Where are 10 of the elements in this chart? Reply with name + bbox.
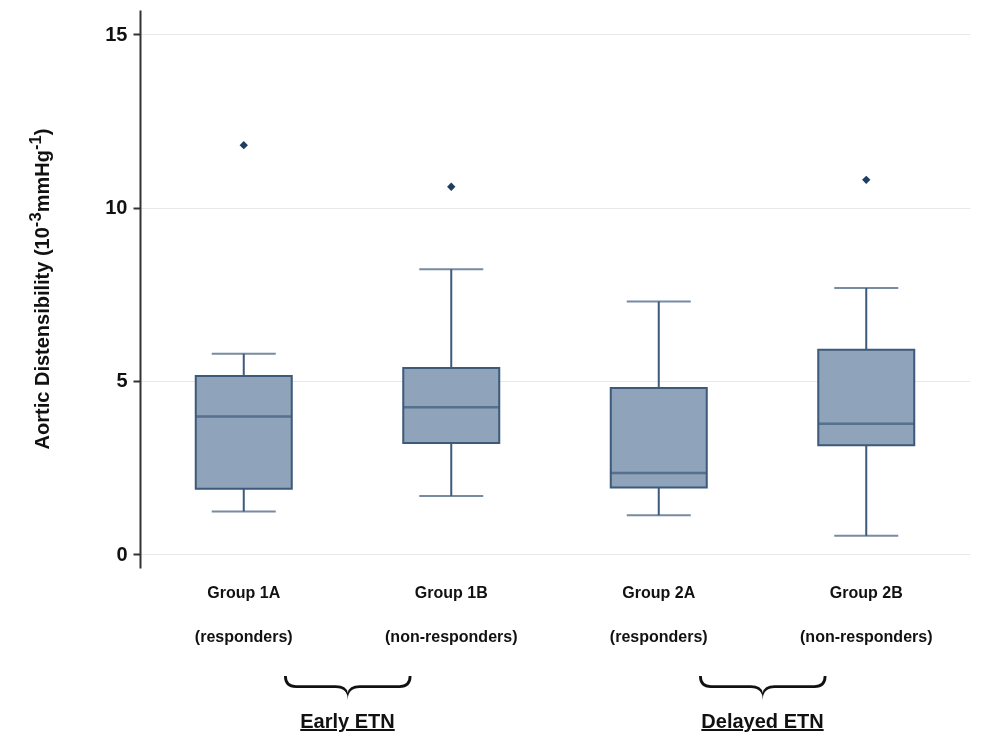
text: Early ETN: [300, 710, 395, 733]
category-label: Group 1A (responders): [194, 583, 293, 645]
y-tick-label: 0: [116, 542, 128, 565]
y-tick-label: 5: [116, 369, 128, 392]
category-label: Group 1B (non-responders): [385, 583, 518, 645]
y-tick-label: 15: [105, 22, 128, 45]
category-label: Group 2B (non-responders): [800, 583, 933, 645]
category-label: Group 2A (responders): [609, 583, 708, 645]
y-tick-label: 10: [105, 196, 128, 219]
text: Delayed ETN: [701, 710, 824, 733]
